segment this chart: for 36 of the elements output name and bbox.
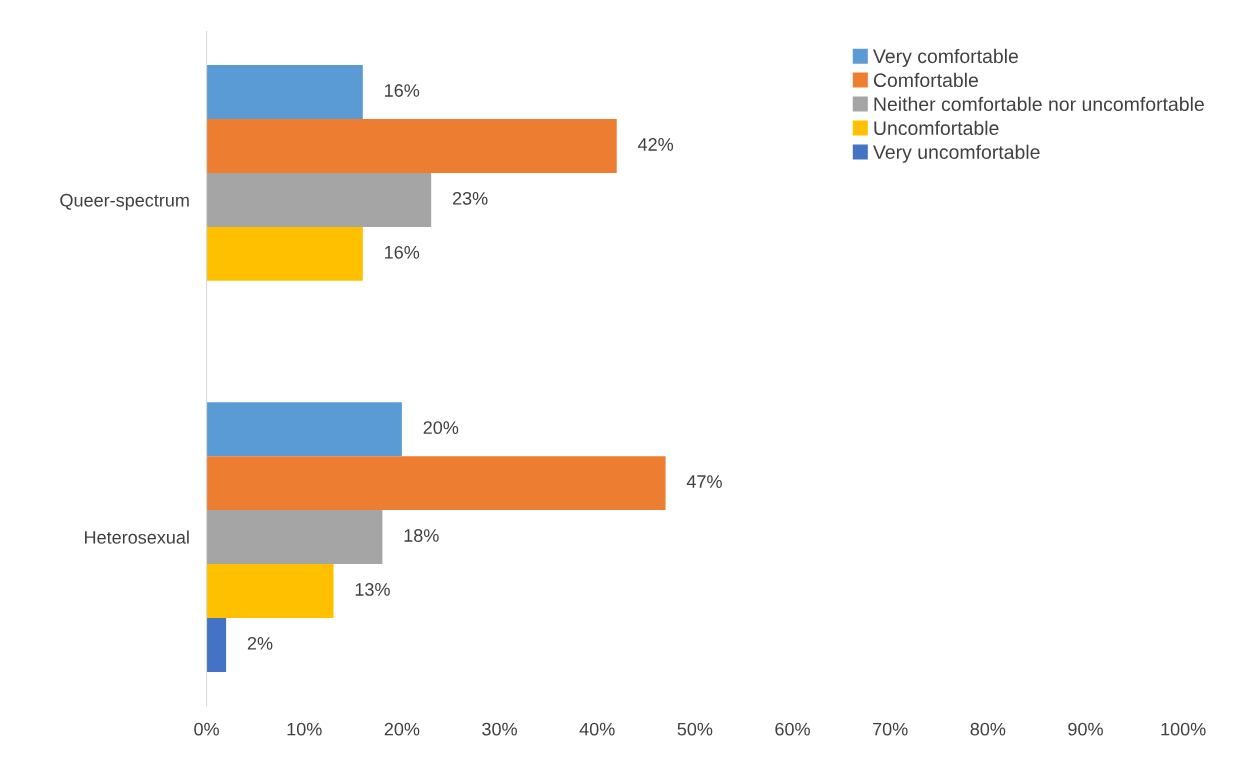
x-tick-label: 20% [384,722,420,736]
legend-label: Comfortable [873,72,978,88]
x-tick-label: 10% [287,722,322,736]
x-tick-label: 40% [579,722,615,736]
data-label: 42% [637,138,674,151]
bar [206,564,334,618]
data-label: 2% [247,636,273,650]
x-tick-label: 50% [677,722,713,736]
x-tick-label: 100% [1161,722,1206,736]
bar [206,119,617,173]
x-tick-label: 60% [775,722,810,736]
bar [206,402,402,457]
data-label: 18% [404,529,439,542]
legend-label: Neither comfortable nor uncomfortable [874,96,1204,112]
x-tick-label: 0% [194,722,219,736]
x-tick-label: 70% [873,722,908,736]
bar [206,617,227,672]
legend-label: Very uncomfortable [873,144,1040,163]
bar [206,456,666,511]
bar [206,226,363,281]
data-label: 16% [385,84,420,97]
data-label: 13% [355,583,390,596]
x-tick-label: 90% [1068,722,1103,736]
data-label: 20% [423,421,459,435]
x-tick-label: 80% [970,722,1006,736]
y-tick-label: Heterosexual [85,530,189,544]
data-label: 47% [686,475,722,488]
data-label: 16% [385,245,420,259]
legend-label: Very comfortable [873,48,1018,67]
bar [206,65,363,120]
y-tick-label: Queer-spectrum [60,193,189,211]
bar [206,510,383,565]
data-label: 23% [452,191,488,205]
bar [206,172,432,227]
x-tick-label: 30% [482,722,517,736]
legend-label: Uncomfortable [874,120,999,136]
